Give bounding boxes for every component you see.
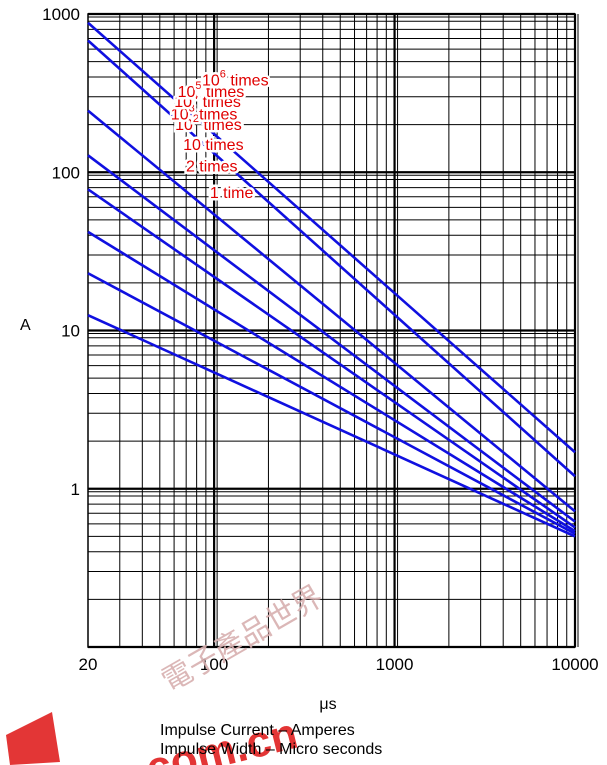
series-label: 106 times [202, 68, 269, 89]
series-label: 105 times [178, 80, 245, 101]
series-label: 102 times [175, 113, 242, 134]
y-tick-label: 1 [71, 480, 80, 499]
x-tick-label: 1000 [376, 655, 414, 674]
series-line [87, 154, 576, 523]
series-lines [87, 21, 576, 538]
plot-frame [87, 13, 576, 648]
series-label: 103 times [171, 102, 238, 123]
series-line [87, 39, 576, 478]
series-label: 104 times [174, 90, 241, 111]
series-line [87, 272, 576, 535]
series-line [87, 313, 576, 538]
y-axis-label: A [20, 317, 31, 334]
series-label: 10 times [183, 137, 243, 154]
x-tick-label: 10000 [551, 655, 598, 674]
x-tick-label: 20 [79, 655, 98, 674]
y-tick-label: 100 [52, 163, 80, 182]
y-tick-label: 1000 [42, 5, 80, 24]
series-line [87, 109, 576, 513]
series-label: 2 times [186, 159, 238, 176]
watermark-flag-shape [6, 712, 60, 765]
x-tick-label: 100 [200, 655, 228, 674]
grid [87, 12, 579, 649]
series-line [87, 230, 576, 533]
tick-labels: 20 100 1000 10000 1000 100 10 1 [42, 5, 598, 674]
x-axis-label: μs [319, 696, 336, 713]
caption-line-2: Impulse Width – Micro seconds [160, 741, 382, 758]
y-tick-label: 10 [61, 322, 80, 341]
series-line [87, 188, 576, 529]
series-line [87, 21, 576, 454]
series-label: 1 time [210, 185, 254, 202]
caption-line-1: Impulse Current – Amperes [160, 722, 355, 739]
